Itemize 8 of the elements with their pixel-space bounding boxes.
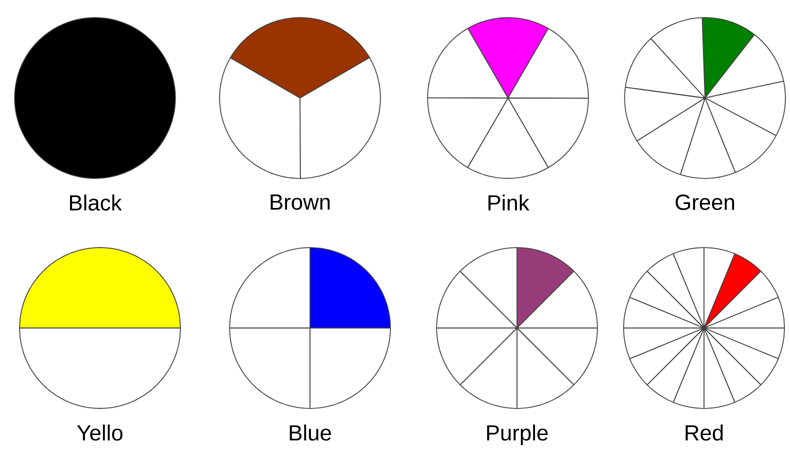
- text: Red: [686, 424, 723, 441]
- text: Pink: [488, 194, 530, 210]
- text: Purple: [487, 424, 548, 445]
- text: Yello: [77, 424, 122, 441]
- text: Green: [676, 194, 734, 210]
- text: Black: [70, 194, 122, 211]
- text: Brown: [270, 194, 330, 210]
- text: Blue: [290, 424, 331, 441]
